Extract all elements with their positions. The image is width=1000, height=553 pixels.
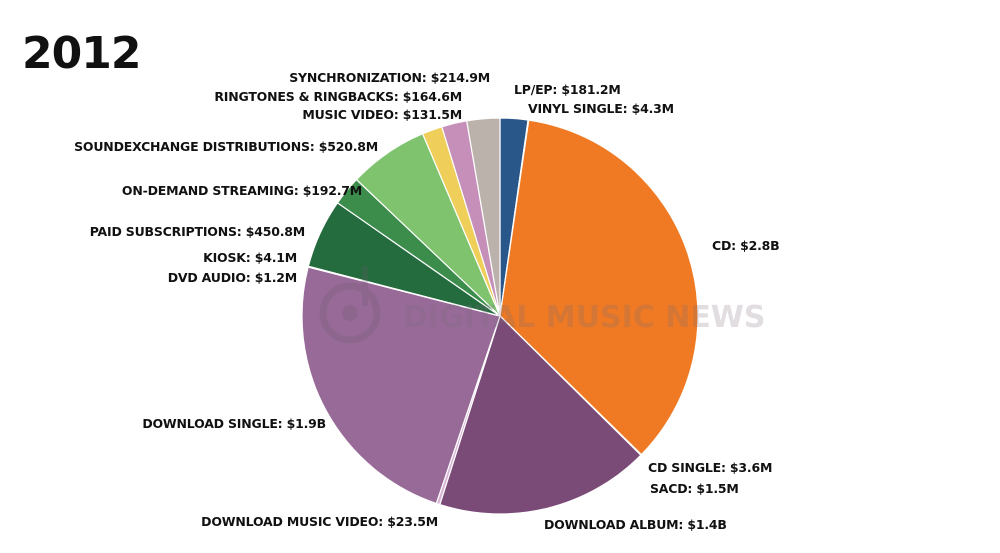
pie-slices xyxy=(301,117,699,515)
slice-label: SYNCHRONIZATION: $214.9M xyxy=(289,70,490,85)
watermark-text: DIGITAL MUSIC NEWS xyxy=(403,300,766,335)
slice-label: KIOSK: $4.1M xyxy=(203,250,297,265)
slice-label: LP/EP: $181.2M xyxy=(514,82,621,97)
slice-label: CD: $2.8B xyxy=(712,238,779,253)
slice-labels: LP/EP: $181.2M VINYL SINGLE: $4.3M CD: $2.… xyxy=(74,70,780,532)
slice-label: DOWNLOAD SINGLE: $1.9B xyxy=(142,416,326,431)
slice-label: VINYL SINGLE: $4.3M xyxy=(528,101,674,116)
slice-label: PAID SUBSCRIPTIONS: $450.8M xyxy=(90,224,305,239)
slice-label: MUSIC VIDEO: $131.5M xyxy=(302,107,462,122)
slice-label: CD SINGLE: $3.6M xyxy=(648,460,772,475)
slice-label: RINGTONES & RINGBACKS: $164.6M xyxy=(214,89,462,104)
slice-label: DOWNLOAD MUSIC VIDEO: $23.5M xyxy=(201,514,438,529)
slice-label: DOWNLOAD ALBUM: $1.4B xyxy=(544,517,727,532)
pie-slice xyxy=(499,119,699,456)
slice-label: SOUNDEXCHANGE DISTRIBUTIONS: $520.8M xyxy=(74,139,378,154)
chart-title: 2012 xyxy=(22,28,140,79)
watermark-logo-icon xyxy=(319,266,381,344)
pie-slice xyxy=(466,117,501,317)
pie-slice xyxy=(301,266,501,505)
slice-label: ON-DEMAND STREAMING: $192.7M xyxy=(122,183,362,198)
pie-slice xyxy=(439,314,642,515)
slice-label: DVD AUDIO: $1.2M xyxy=(168,270,297,285)
slice-label: SACD: $1.5M xyxy=(650,481,739,496)
watermark: DIGITAL MUSIC NEWS xyxy=(319,266,766,344)
